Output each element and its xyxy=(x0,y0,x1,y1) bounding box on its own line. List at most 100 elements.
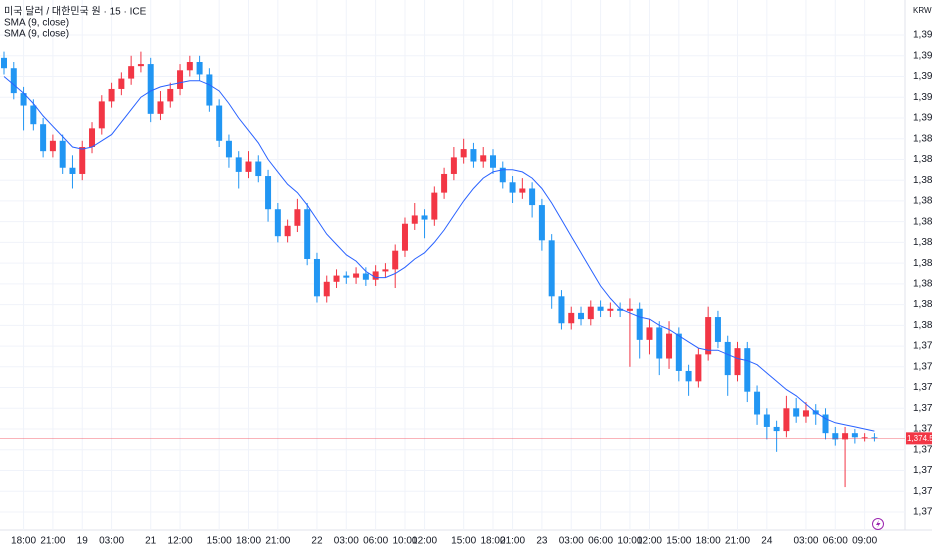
candle-body xyxy=(20,93,27,106)
x-tick-label: 24 xyxy=(761,536,773,547)
candle-body xyxy=(519,188,526,193)
candle-body xyxy=(313,258,320,297)
y-tick-label: 1,387.00 xyxy=(913,175,932,186)
candle-body xyxy=(30,105,37,125)
y-tick-label: 1,374.00 xyxy=(913,444,932,455)
x-tick-label: 15:00 xyxy=(666,536,691,547)
candle-body xyxy=(607,308,614,311)
candle-body xyxy=(401,223,408,251)
candle-body xyxy=(343,275,350,278)
candle-body xyxy=(802,410,809,417)
candle-body xyxy=(362,273,369,280)
x-tick-label: 21:00 xyxy=(265,536,290,547)
candle-body xyxy=(177,70,184,89)
candle-body xyxy=(40,124,47,152)
y-tick-label: 1,391.00 xyxy=(913,92,932,103)
x-tick-label: 18:00 xyxy=(11,536,36,547)
plot-area xyxy=(0,0,905,530)
candle-body xyxy=(705,317,712,355)
y-tick-label: 1,377.00 xyxy=(913,382,932,393)
candle-body xyxy=(304,209,311,259)
candle-body xyxy=(773,426,780,432)
y-tick-label: 1,394.00 xyxy=(913,30,932,41)
candle-body xyxy=(695,354,702,382)
x-tick-label: 10:00 xyxy=(617,536,642,547)
y-tick-label: 1,381.00 xyxy=(913,299,932,310)
x-tick-label: 03:00 xyxy=(559,536,584,547)
candle-body xyxy=(460,149,467,158)
candle-body xyxy=(216,105,223,141)
candle-body xyxy=(470,149,477,162)
candle-body xyxy=(578,312,585,320)
y-tick-label: 1,386.00 xyxy=(913,196,932,207)
candle-body xyxy=(98,101,105,129)
candle-body xyxy=(666,333,673,359)
y-tick-label: 1,384.00 xyxy=(913,237,932,248)
candle-body xyxy=(108,88,115,102)
candle-body xyxy=(656,327,663,359)
x-tick-label: 18:00 xyxy=(696,536,721,547)
candle-body xyxy=(167,88,174,102)
candle-body xyxy=(137,64,144,67)
candle-body xyxy=(255,161,262,177)
legend-title: 미국 달러 / 대한민국 원 · 15 · ICE xyxy=(4,6,147,18)
candle-body xyxy=(851,433,858,438)
candle-body xyxy=(783,408,790,432)
x-tick-label: 21:00 xyxy=(500,536,525,547)
candle-body xyxy=(186,61,193,71)
candle-body xyxy=(89,128,96,148)
y-tick-label: 1,371.00 xyxy=(913,507,932,518)
candle-body xyxy=(597,306,604,311)
y-tick-label: 1,375.00 xyxy=(913,424,932,435)
x-tick-label: 21:00 xyxy=(40,536,65,547)
x-tick-label: 21 xyxy=(145,536,157,547)
indicator-label: SMA (9, close) xyxy=(4,29,69,40)
candle-body xyxy=(49,140,56,152)
candle-body xyxy=(529,188,536,206)
x-tick-label: 23 xyxy=(536,536,548,547)
y-tick-label: 1,385.00 xyxy=(913,216,932,227)
candle-body xyxy=(392,250,399,270)
candle-body xyxy=(353,273,360,278)
candle-body xyxy=(411,215,418,224)
x-tick-label: 15:00 xyxy=(207,536,232,547)
candle-body xyxy=(265,176,272,210)
candle-body xyxy=(490,155,496,168)
y-tick-label: 1,390.00 xyxy=(913,113,932,124)
candle-body xyxy=(626,308,633,311)
events-icon[interactable] xyxy=(872,518,884,530)
candle-body xyxy=(744,348,751,392)
x-tick-label: 03:00 xyxy=(334,536,359,547)
candle-body xyxy=(128,66,135,79)
candle-body xyxy=(372,271,379,280)
candle-body xyxy=(842,433,849,440)
candle-body xyxy=(646,327,653,340)
y-tick-label: 1,389.00 xyxy=(913,133,932,144)
x-tick-label: 22 xyxy=(311,536,323,547)
candle-body xyxy=(147,64,154,114)
candle-body xyxy=(196,61,203,75)
event-bolt xyxy=(876,520,881,528)
candle-body xyxy=(59,140,66,168)
candle-body xyxy=(538,205,545,241)
last-price-label: 1,374.55 xyxy=(907,434,932,443)
x-tick-label: 10:00 xyxy=(392,536,417,547)
candle-body xyxy=(822,414,829,434)
y-tick-label: 1,376.00 xyxy=(913,403,932,414)
y-tick-label: 1,392.00 xyxy=(913,71,932,82)
candle-body xyxy=(118,78,125,89)
candle-body xyxy=(685,370,692,382)
x-tick-label: 15:00 xyxy=(451,536,476,547)
currency-label: KRW xyxy=(913,6,932,15)
candle-body xyxy=(587,306,594,320)
candle-body xyxy=(568,312,575,324)
y-tick-label: 1,393.00 xyxy=(913,50,932,61)
y-tick-label: 1,382.00 xyxy=(913,279,932,290)
candle-body xyxy=(274,209,281,237)
candle-body xyxy=(832,433,839,440)
candle-body xyxy=(225,140,232,158)
candle-body xyxy=(294,209,301,226)
candle-body xyxy=(675,333,682,371)
candle-body xyxy=(450,157,457,174)
